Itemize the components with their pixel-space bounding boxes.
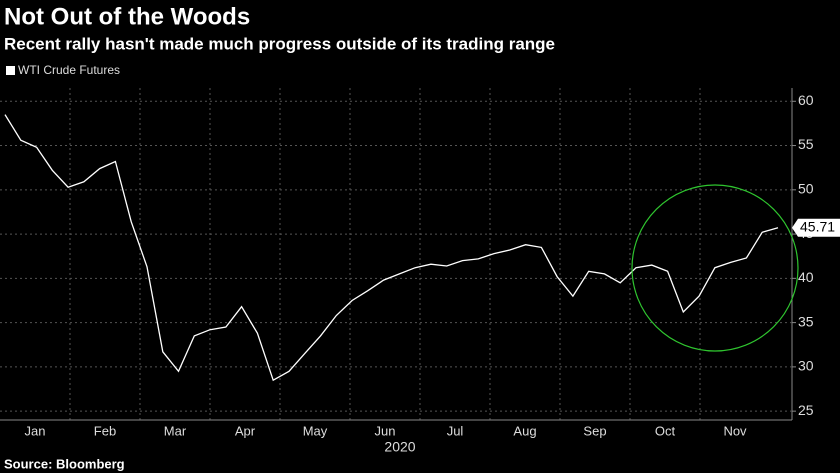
last-value-box xyxy=(792,218,840,237)
y-tick-label: 35 xyxy=(798,313,814,329)
x-tick-label: Jan xyxy=(25,423,46,438)
x-tick-label: Apr xyxy=(235,423,256,438)
last-value-label: 45.71 xyxy=(800,218,835,234)
x-tick-label: Mar xyxy=(164,423,187,438)
x-tick-label: Oct xyxy=(655,423,676,438)
source: Source: Bloomberg xyxy=(4,456,125,471)
x-axis-year: 2020 xyxy=(384,439,415,455)
price-line xyxy=(4,114,779,382)
y-tick-label: 40 xyxy=(798,269,814,285)
y-tick-label: 55 xyxy=(798,136,814,152)
y-tick-label: 60 xyxy=(798,92,814,108)
x-tick-label: Sep xyxy=(583,423,606,438)
chart-title: Not Out of the Woods xyxy=(4,3,250,30)
y-tick-label: 50 xyxy=(798,181,814,197)
x-tick-label: Jun xyxy=(375,423,396,438)
x-tick-label: Aug xyxy=(513,423,536,438)
x-tick-label: Feb xyxy=(94,423,116,438)
y-tick-label: 25 xyxy=(798,402,814,418)
last-value-tag: 45.71 xyxy=(792,218,840,237)
highlight-circle xyxy=(631,184,799,352)
x-tick-label: Nov xyxy=(723,423,747,438)
y-tick-label: 30 xyxy=(798,358,814,374)
x-tick-label: May xyxy=(303,423,328,438)
legend-label: WTI Crude Futures xyxy=(18,63,120,77)
x-tick-label: Jul xyxy=(447,423,464,438)
chart-subtitle: Recent rally hasn't made much progress o… xyxy=(4,34,555,53)
legend-swatch xyxy=(6,66,15,75)
